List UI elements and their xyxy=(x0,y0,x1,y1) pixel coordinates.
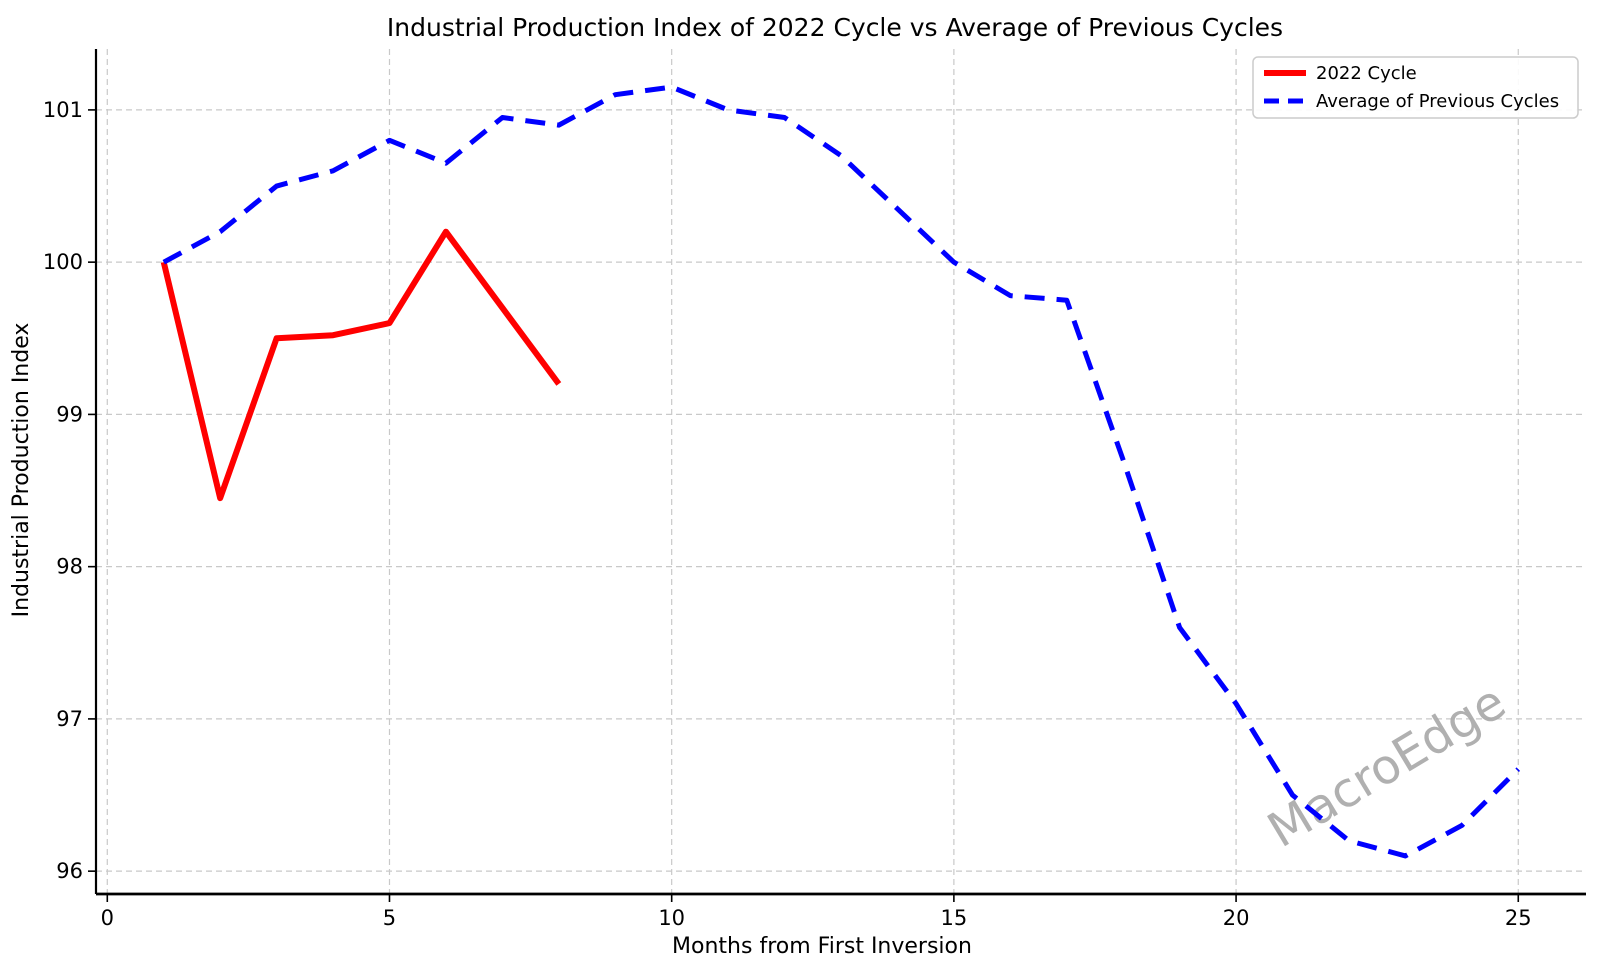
x-tick-label: 15 xyxy=(941,906,968,930)
x-tick-label: 0 xyxy=(101,906,114,930)
y-tick-label: 100 xyxy=(43,250,83,274)
x-axis-label: Months from First Inversion xyxy=(672,934,972,959)
y-tick-label: 97 xyxy=(56,707,83,731)
data-series xyxy=(160,84,1521,859)
y-tick-label: 98 xyxy=(56,555,83,579)
y-tick-label: 96 xyxy=(56,859,83,883)
y-tick-label: 99 xyxy=(56,402,83,426)
x-tick-label: 10 xyxy=(658,906,685,930)
watermark: MacroEdge xyxy=(1258,674,1515,859)
legend-label-average-previous-cycles: Average of Previous Cycles xyxy=(1316,91,1559,112)
series-line-1 xyxy=(162,84,1521,859)
x-tick-label: 5 xyxy=(383,906,396,930)
chart-title: Industrial Production Index of 2022 Cycl… xyxy=(387,13,1283,42)
tick-marks xyxy=(88,109,1520,902)
axes-spines xyxy=(94,49,1586,896)
y-axis-label: Industrial Production Index xyxy=(9,323,34,618)
series-line-0 xyxy=(160,228,562,502)
x-tick-label: 20 xyxy=(1223,906,1250,930)
legend-box xyxy=(1252,56,1579,119)
legend: 2022 Cycle Average of Previous Cycles xyxy=(1252,56,1579,119)
tick-labels: 0 5 10 15 20 25 96 97 98 99 100 101 xyxy=(43,98,1532,930)
y-tick-label: 101 xyxy=(43,98,83,122)
x-tick-label: 25 xyxy=(1505,906,1532,930)
legend-label-2022-cycle: 2022 Cycle xyxy=(1316,63,1417,84)
